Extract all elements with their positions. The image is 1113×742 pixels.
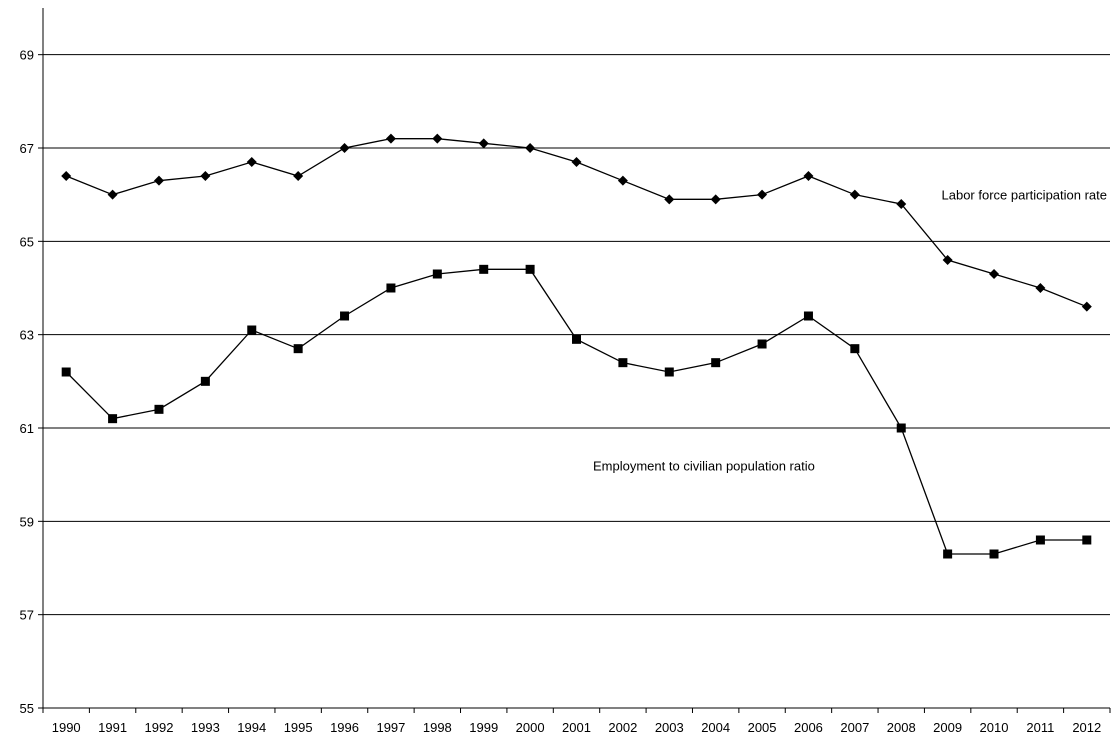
data-point-diamond xyxy=(107,189,118,200)
data-point-diamond xyxy=(942,255,953,265)
x-tick-label: 1993 xyxy=(191,720,220,735)
y-axis-tick-labels: 55 57 59 61 63 65 67 69 xyxy=(20,48,34,716)
x-tick-label: 2009 xyxy=(933,720,962,735)
data-point-diamond xyxy=(432,133,443,144)
y-tick-label: 61 xyxy=(20,421,34,436)
x-tick-label: 1997 xyxy=(376,720,405,735)
y-tick-label: 57 xyxy=(20,608,34,623)
series-group xyxy=(61,133,1092,559)
data-point-square xyxy=(1035,535,1045,545)
data-point-square xyxy=(293,344,303,354)
data-point-square xyxy=(479,264,489,274)
data-point-diamond xyxy=(525,143,536,153)
data-point-diamond xyxy=(293,171,304,181)
gridlines xyxy=(43,54,1110,616)
data-point-diamond xyxy=(896,199,907,209)
data-point-diamond xyxy=(246,157,257,167)
data-point-diamond xyxy=(1035,283,1046,293)
data-point-diamond xyxy=(710,194,721,205)
data-point-diamond xyxy=(478,138,489,149)
data-point-diamond xyxy=(385,133,396,144)
x-tick-label: 2004 xyxy=(701,720,730,735)
data-point-square xyxy=(200,376,210,386)
x-tick-label: 1990 xyxy=(52,720,81,735)
x-tick-label: 2011 xyxy=(1026,720,1054,735)
axes xyxy=(38,8,1111,713)
data-point-square xyxy=(386,283,396,293)
data-point-diamond xyxy=(61,171,72,181)
x-tick-label: 2003 xyxy=(655,720,684,735)
x-tick-label: 1992 xyxy=(145,720,174,735)
data-point-diamond xyxy=(571,157,582,167)
data-point-square xyxy=(572,334,581,344)
y-tick-label: 63 xyxy=(20,328,34,343)
x-tick-label: 2000 xyxy=(516,720,545,735)
x-tick-label: 1996 xyxy=(330,720,359,735)
data-point-square xyxy=(664,367,674,377)
data-point-diamond xyxy=(849,189,860,200)
x-tick-label: 1999 xyxy=(469,720,498,735)
data-point-square xyxy=(154,404,164,414)
data-point-diamond xyxy=(757,189,768,200)
data-point-square xyxy=(340,311,350,321)
x-tick-label: 2008 xyxy=(887,720,916,735)
data-point-square xyxy=(989,549,999,559)
data-point-diamond xyxy=(617,175,628,186)
data-point-diamond xyxy=(339,143,350,153)
data-point-square xyxy=(432,269,442,279)
y-tick-label: 59 xyxy=(20,514,34,529)
label-labor-force-participation-rate: Labor force participation rate xyxy=(942,188,1107,203)
data-point-diamond xyxy=(989,269,1000,279)
series-2 xyxy=(61,264,1092,559)
data-point-square xyxy=(850,344,860,354)
data-point-square xyxy=(757,339,767,349)
label-employment-population-ratio: Employment to civilian population ratio xyxy=(593,458,815,473)
data-point-diamond xyxy=(664,194,675,205)
data-point-square xyxy=(618,358,628,368)
data-point-square xyxy=(61,367,71,377)
x-tick-label: 2006 xyxy=(794,720,823,735)
x-tick-label: 2005 xyxy=(748,720,777,735)
x-tick-label: 1995 xyxy=(284,720,313,735)
x-tick-label: 1998 xyxy=(423,720,452,735)
series-1 xyxy=(61,133,1092,312)
y-tick-label: 65 xyxy=(20,234,34,249)
x-tick-label: 2002 xyxy=(608,720,637,735)
x-tick-label: 1994 xyxy=(237,720,266,735)
series-labels: Labor force participation rate Employment… xyxy=(593,188,1107,474)
y-tick-label: 67 xyxy=(20,141,34,156)
data-point-square xyxy=(896,423,906,433)
x-tick-label: 2012 xyxy=(1072,720,1101,735)
x-axis-tick-labels: 1990 1991 1992 1993 1994 1995 1996 1997 1998 1999… xyxy=(52,720,1102,735)
data-point-square xyxy=(1082,535,1092,545)
data-point-diamond xyxy=(803,171,814,181)
y-tick-label: 55 xyxy=(20,701,34,716)
x-tick-label: 2007 xyxy=(840,720,869,735)
data-point-square xyxy=(108,414,118,424)
data-point-square xyxy=(711,358,721,368)
x-tick-label: 2010 xyxy=(980,720,1009,735)
series-line xyxy=(65,268,1087,555)
x-tick-label: 1991 xyxy=(98,720,127,735)
data-point-diamond xyxy=(153,175,164,186)
data-point-diamond xyxy=(1081,301,1092,312)
data-point-square xyxy=(247,325,257,335)
y-tick-label: 69 xyxy=(20,48,34,63)
x-tick-label: 2001 xyxy=(562,720,591,735)
data-point-diamond xyxy=(200,171,211,181)
data-point-square xyxy=(803,311,813,321)
data-point-square xyxy=(525,264,535,274)
data-point-square xyxy=(943,549,953,559)
